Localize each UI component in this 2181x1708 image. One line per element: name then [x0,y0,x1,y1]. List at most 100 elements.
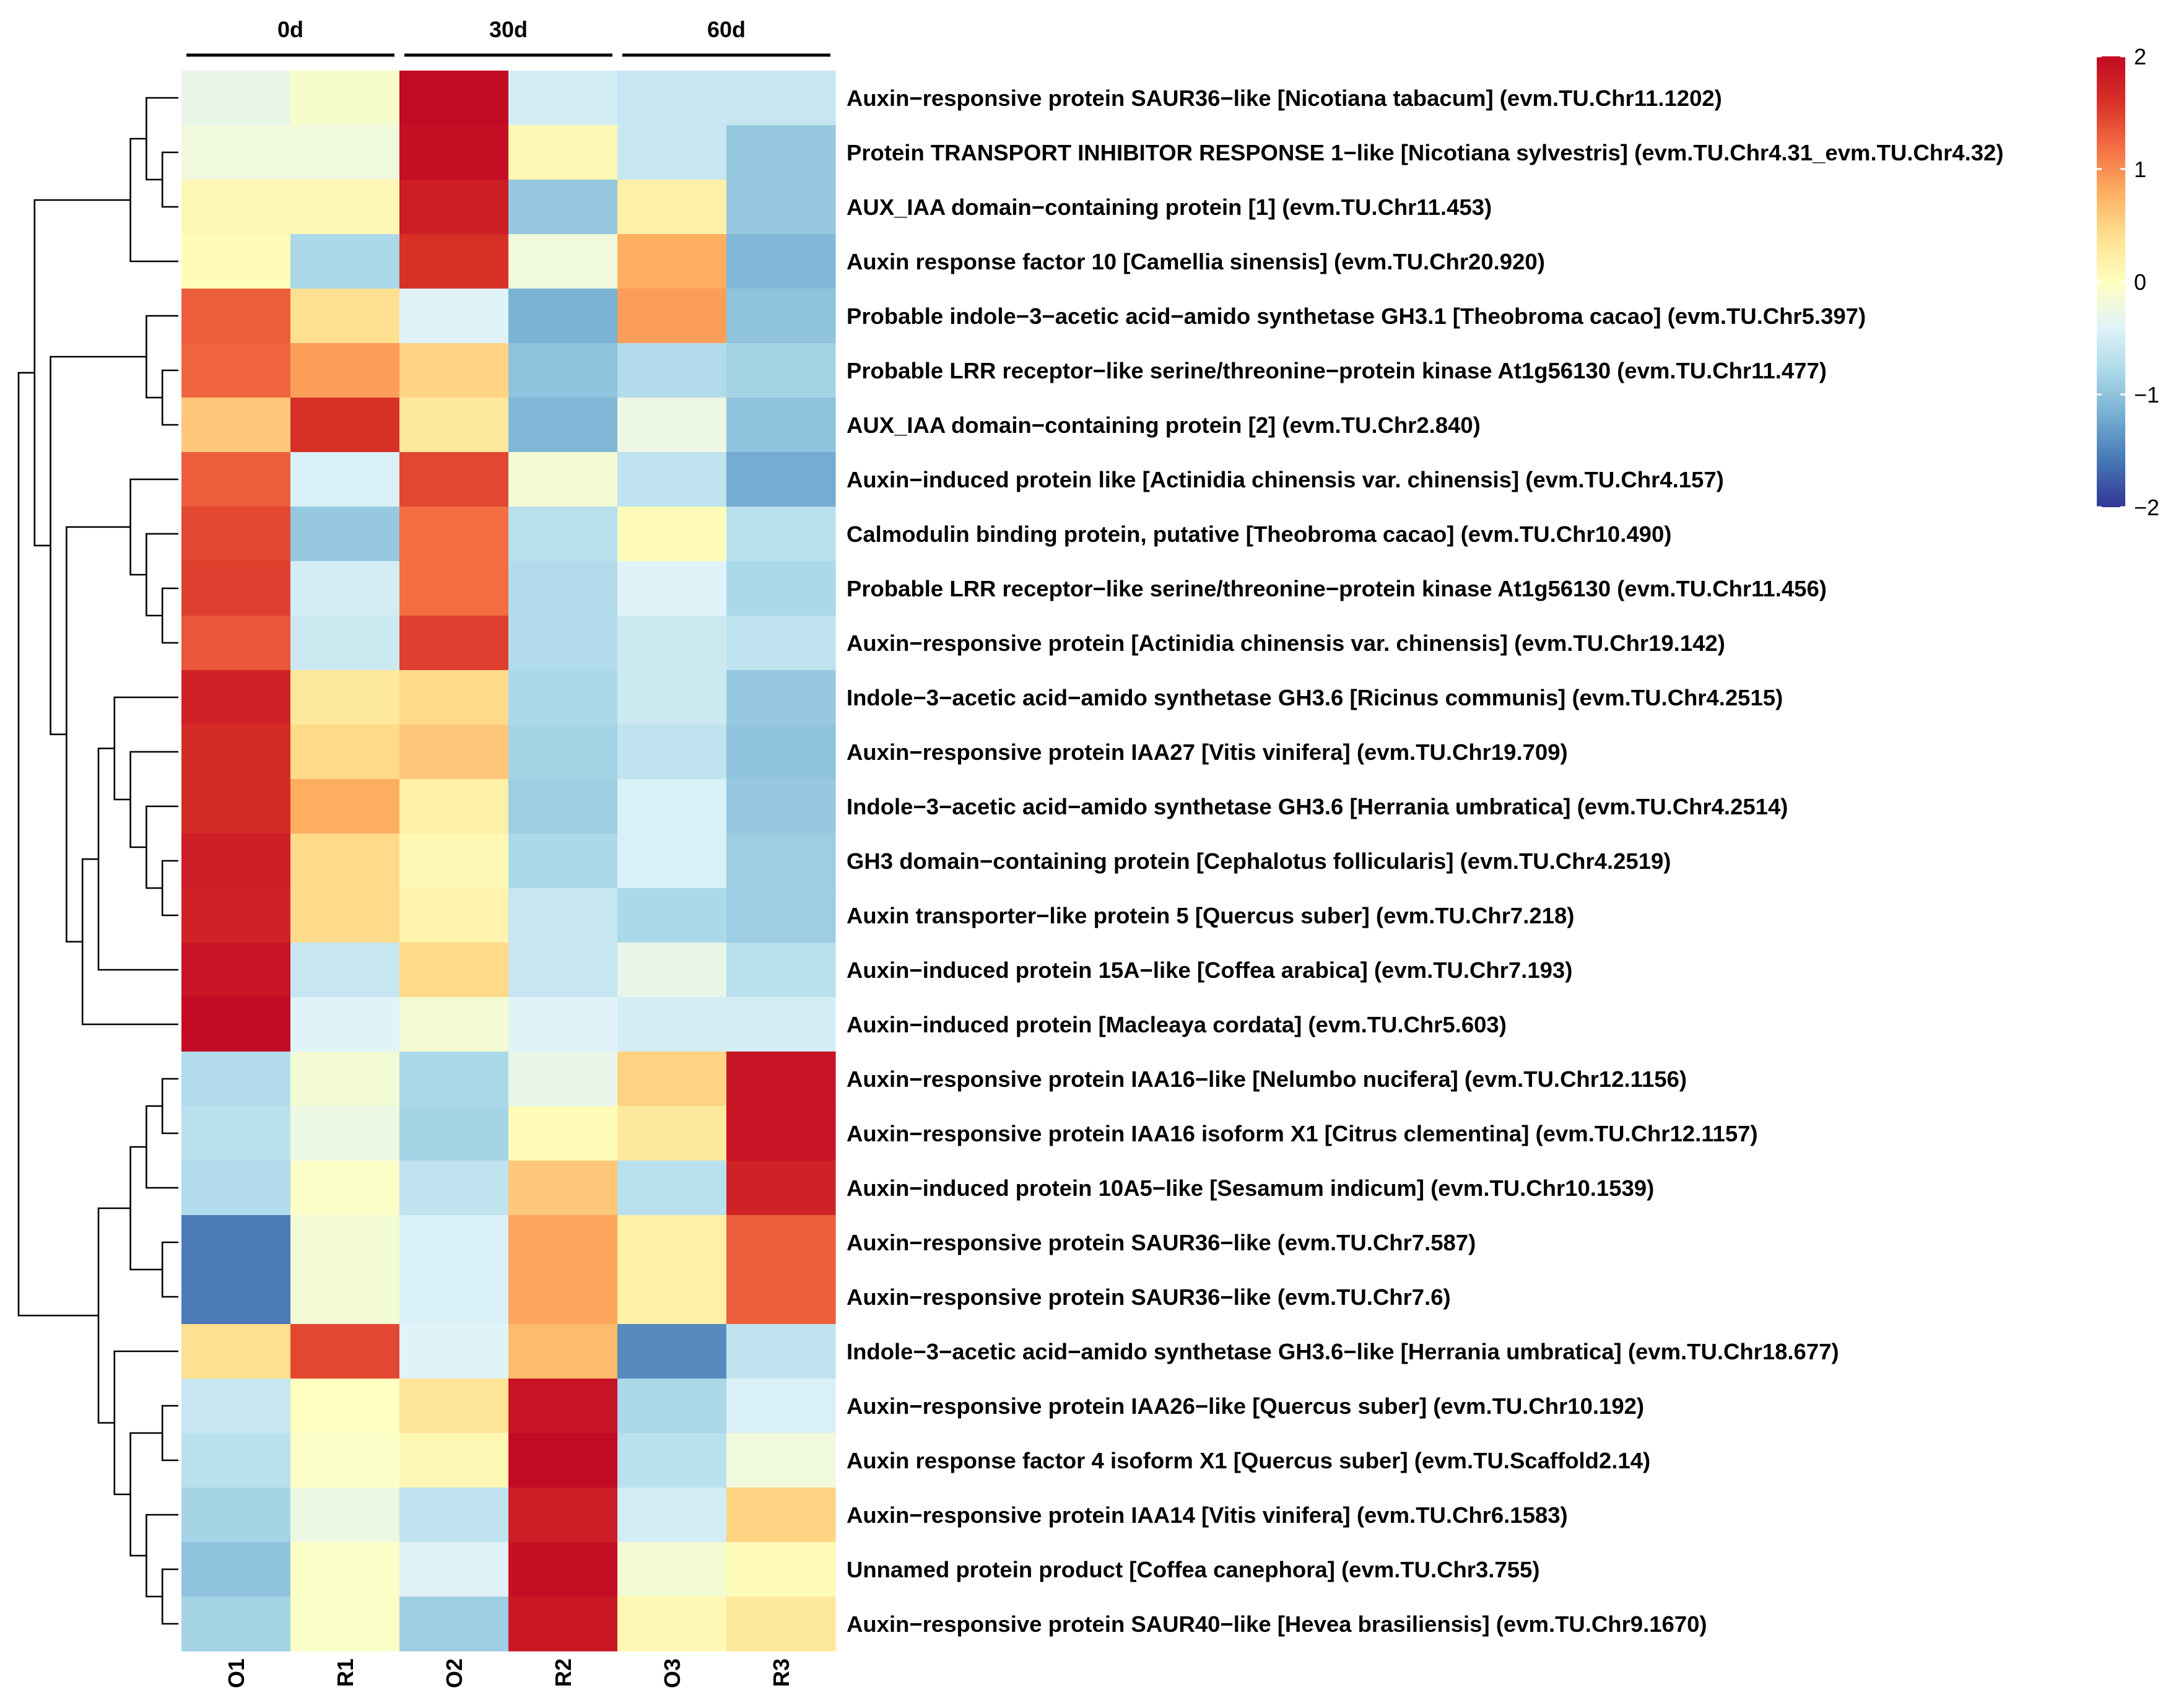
heatmap-cell-r18-c2 [399,1052,509,1107]
row-label-2: AUX_IAA domain−containing protein [1] (e… [847,194,1492,220]
heatmap-cell-r5-c3 [508,343,618,398]
heatmap-cell-r7-c5 [726,452,836,507]
heatmap-cell-r18-c1 [290,1052,400,1107]
heatmap-cell-r3-c5 [726,234,836,289]
legend-tick-label-0: 2 [2134,44,2146,69]
heatmap-cell-r1-c0 [181,125,291,180]
heatmap-cell-r6-c5 [726,398,836,453]
dendrogram-branch-27 [17,372,98,1317]
heatmap-cell-r15-c4 [617,888,727,943]
row-label-9: Probable LRR receptor−like serine/threon… [847,576,1827,601]
row-label-17: Auxin−induced protein [Macleaya cordata]… [847,1012,1507,1037]
heatmap-cell-r26-c1 [290,1488,400,1543]
heatmap-cell-r7-c2 [399,452,509,507]
dendrogram-branch-10 [129,751,178,848]
heatmap-cell-r6-c3 [508,398,618,453]
dendrogram-branch-19 [161,1241,178,1298]
heatmap-cell-r28-c5 [726,1597,836,1652]
row-label-28: Auxin−responsive protein SAUR40−like [He… [847,1611,1707,1637]
dendrogram-branch-21 [161,1405,178,1462]
dendrogram-branch-8 [161,860,178,917]
row-label-14: GH3 domain−containing protein [Cephalotu… [847,848,1671,874]
heatmap-cell-r23-c5 [726,1324,836,1379]
row-dendrogram [17,97,178,1625]
heatmap-cell-r21-c4 [617,1215,727,1270]
heatmap-cell-r18-c5 [726,1052,836,1107]
heatmap-cell-r22-c4 [617,1270,727,1325]
heatmap-cell-r18-c4 [617,1052,727,1107]
heatmap-cell-r28-c0 [181,1597,291,1652]
heatmap-cell-r16-c2 [399,943,509,998]
heatmap-cell-r15-c3 [508,888,618,943]
heatmap-cell-r16-c5 [726,943,836,998]
group-label-0: 0d [277,17,303,42]
heatmap-cell-r5-c4 [617,343,727,398]
heatmap-cell-r14-c2 [399,834,509,889]
heatmap-cell-r25-c4 [617,1433,727,1488]
column-label-3: R2 [551,1658,576,1687]
heatmap-cell-r13-c1 [290,779,400,834]
row-label-15: Auxin transporter−like protein 5 [Quercu… [847,903,1574,928]
heatmap-cell-r27-c3 [508,1542,618,1597]
heatmap-cell-r13-c2 [399,779,509,834]
heatmap-cell-r12-c1 [290,725,400,780]
heatmap-cell-r12-c4 [617,725,727,780]
heatmap-cell-r4-c2 [399,289,509,344]
heatmap-cell-r22-c5 [726,1270,836,1325]
heatmap-cell-r8-c3 [508,507,618,562]
heatmap-cell-r4-c0 [181,289,291,344]
heatmap-cell-r9-c2 [399,561,509,616]
heatmap-cell-r17-c0 [181,997,291,1052]
row-label-13: Indole−3−acetic acid−amido synthetase GH… [847,794,1788,819]
heatmap-cell-r17-c4 [617,997,727,1052]
dendrogram-branch-7 [129,478,178,576]
group-label-2: 60d [707,17,746,42]
heatmap-cell-r9-c1 [290,561,400,616]
heatmap-cell-r22-c3 [508,1270,618,1325]
heatmap-cell-r21-c5 [726,1215,836,1270]
dendrogram-branch-15 [50,355,147,736]
heatmap-cell-r17-c1 [290,997,400,1052]
row-label-23: Indole−3−acetic acid−amido synthetase GH… [847,1339,1839,1364]
dendrogram-branch-16 [33,199,131,547]
heatmap-cell-r6-c1 [290,398,400,453]
heatmap-cell-r19-c1 [290,1106,400,1161]
heatmap-cell-r0-c1 [290,71,400,126]
heatmap-cell-r11-c1 [290,670,400,725]
heatmap-cell-r6-c2 [399,398,509,453]
heatmap-cell-r20-c0 [181,1161,291,1216]
row-label-8: Calmodulin binding protein, putative [Th… [847,521,1671,547]
legend-tick-label-2: 0 [2134,269,2146,295]
heatmap-cell-r20-c3 [508,1161,618,1216]
heatmap-cell-r11-c0 [181,670,291,725]
heatmap-cells [181,71,836,1652]
heatmap-cell-r22-c0 [181,1270,291,1325]
heatmap-cell-r9-c3 [508,561,618,616]
heatmap-cell-r22-c1 [290,1270,400,1325]
dendrogram-branch-5 [161,587,178,644]
heatmap-cell-r15-c0 [181,888,291,943]
heatmap-cell-r3-c4 [617,234,727,289]
heatmap-cell-r26-c0 [181,1488,291,1543]
heatmap-cell-r14-c4 [617,834,727,889]
row-label-20: Auxin−induced protein 10A5−like [Sesamum… [847,1175,1654,1201]
heatmap-cell-r5-c2 [399,343,509,398]
heatmap-cell-r11-c3 [508,670,618,725]
heatmap-cell-r9-c0 [181,561,291,616]
heatmap-cell-r13-c0 [181,779,291,834]
heatmap-cell-r27-c1 [290,1542,400,1597]
heatmap-cell-r23-c2 [399,1324,509,1379]
row-label-25: Auxin response factor 4 isoform X1 [Quer… [847,1448,1650,1473]
dendrogram-branch-11 [113,696,178,801]
heatmap-cell-r21-c2 [399,1215,509,1270]
heatmap-cell-r28-c1 [290,1597,400,1652]
heatmap-cell-r24-c1 [290,1379,400,1434]
heatmap-cell-r26-c2 [399,1488,509,1543]
dendrogram-branch-0 [161,151,178,208]
column-label-4: O3 [660,1658,685,1688]
heatmap-cell-r5-c0 [181,343,291,398]
heatmap-cell-r15-c1 [290,888,400,943]
heatmap-cell-r0-c3 [508,71,618,126]
heatmap-cell-r13-c5 [726,779,836,834]
heatmap-cell-r19-c3 [508,1106,618,1161]
